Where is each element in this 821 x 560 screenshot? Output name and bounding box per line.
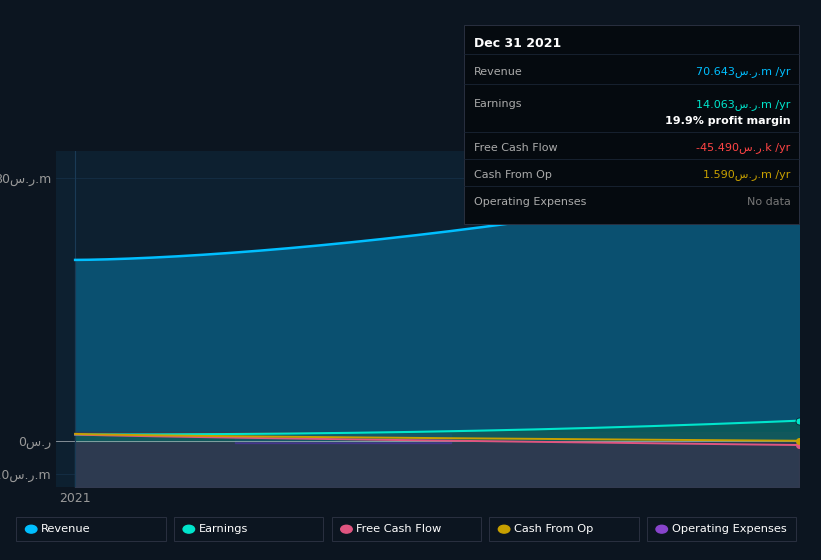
Text: 19.9% profit margin: 19.9% profit margin	[665, 116, 791, 126]
Text: Cash From Op: Cash From Op	[474, 170, 552, 180]
Text: Free Cash Flow: Free Cash Flow	[356, 524, 442, 534]
Text: -45.490س.ر.k /yr: -45.490س.ر.k /yr	[696, 142, 791, 153]
Text: Earnings: Earnings	[474, 99, 522, 109]
Text: Earnings: Earnings	[199, 524, 248, 534]
Text: Revenue: Revenue	[474, 67, 522, 77]
Text: 1.590س.ر.m /yr: 1.590س.ر.m /yr	[704, 169, 791, 180]
Text: 14.063س.ر.m /yr: 14.063س.ر.m /yr	[696, 99, 791, 110]
Text: No data: No data	[747, 197, 791, 207]
Text: Revenue: Revenue	[41, 524, 90, 534]
Text: Free Cash Flow: Free Cash Flow	[474, 143, 557, 153]
Text: Operating Expenses: Operating Expenses	[474, 197, 586, 207]
Text: Operating Expenses: Operating Expenses	[672, 524, 787, 534]
Text: Cash From Op: Cash From Op	[514, 524, 594, 534]
Text: Dec 31 2021: Dec 31 2021	[474, 36, 561, 50]
Text: 70.643س.ر.m /yr: 70.643س.ر.m /yr	[696, 66, 791, 77]
